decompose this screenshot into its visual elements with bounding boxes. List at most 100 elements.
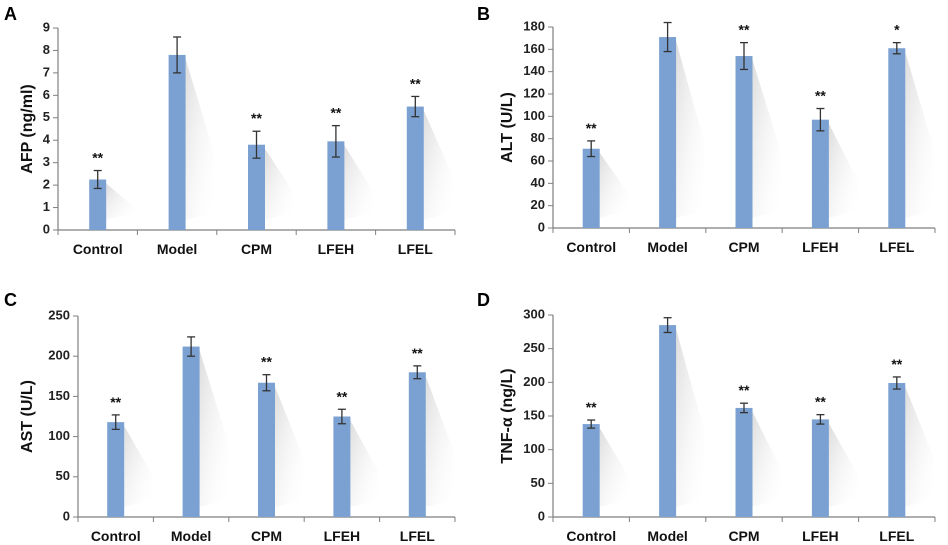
bar-shadow: [828, 423, 859, 507]
bar-shadow: [106, 183, 137, 220]
bar-shadow: [752, 411, 783, 507]
bar-shadow: [828, 123, 859, 218]
bar-lfel: [406, 106, 424, 230]
y-tick-label: 150: [523, 407, 545, 422]
significance-marker: **: [739, 382, 750, 398]
y-tick-label: 8: [43, 42, 50, 57]
y-tick-label: 4: [43, 132, 51, 147]
y-tick-label: 7: [43, 64, 50, 79]
category-label: LFEL: [398, 241, 433, 257]
bar-lfeh: [811, 419, 829, 517]
category-label: CPM: [728, 528, 759, 544]
y-tick-label: 180: [523, 18, 545, 33]
y-tick-label: 50: [531, 475, 545, 490]
bar-control: [582, 424, 600, 517]
significance-marker: **: [330, 105, 341, 121]
bar-shadow: [350, 420, 381, 507]
bar-shadow: [905, 52, 936, 218]
y-tick-label: 0: [538, 219, 545, 234]
significance-marker: **: [261, 354, 272, 370]
category-label: Model: [171, 528, 211, 544]
y-tick-label: 9: [43, 19, 50, 34]
bar-shadow: [124, 426, 155, 507]
y-tick-label: 0: [538, 508, 545, 523]
category-label: Control: [566, 528, 616, 544]
y-axis-label: ALT (U/L): [499, 92, 516, 163]
y-tick-label: 40: [531, 175, 545, 190]
bar-lfel: [888, 48, 906, 228]
significance-marker: **: [110, 394, 121, 410]
significance-marker: **: [251, 110, 262, 126]
significance-marker: **: [92, 150, 103, 166]
bar-shadow: [599, 428, 630, 507]
significance-marker: **: [336, 388, 347, 404]
significance-marker: **: [815, 394, 826, 410]
bar-lfel: [888, 383, 906, 517]
y-tick-label: 150: [48, 388, 70, 403]
significance-marker: **: [815, 88, 826, 104]
category-label: LFEH: [324, 528, 361, 544]
significance-marker: **: [410, 75, 421, 91]
panel-letter: C: [4, 290, 17, 310]
y-tick-label: 200: [523, 374, 545, 389]
bar-shadow: [752, 60, 783, 219]
bar-lfel: [408, 372, 426, 517]
bar-shadow: [344, 145, 375, 220]
y-tick-label: 100: [48, 428, 70, 443]
y-tick-label: 6: [43, 87, 50, 102]
y-tick-label: 250: [48, 307, 70, 322]
category-label: CPM: [251, 528, 282, 544]
y-tick-label: 140: [523, 63, 545, 78]
significance-marker: **: [739, 22, 750, 38]
category-label: Control: [91, 528, 141, 544]
significance-marker: *: [894, 22, 900, 38]
chart-panel-c: C 0 50 100 150 200 250 AST (U/L) ** Control Model *…: [4, 290, 456, 544]
panel-letter: A: [4, 4, 17, 24]
bar-shadow: [599, 152, 630, 218]
panel-letter: B: [477, 4, 490, 24]
category-label: LFEH: [802, 528, 839, 544]
bar-cpm: [735, 407, 753, 517]
y-tick-label: 2: [43, 177, 50, 192]
significance-marker: **: [412, 345, 423, 361]
bar-model: [659, 37, 677, 228]
bar-shadow: [423, 110, 454, 220]
category-label: LFEH: [802, 239, 839, 255]
y-tick-label: 80: [531, 130, 545, 145]
bar-lfeh: [811, 119, 829, 228]
bar-shadow: [905, 387, 936, 507]
category-label: CPM: [728, 239, 759, 255]
bar-model: [659, 325, 677, 517]
bar-shadow: [199, 350, 230, 507]
y-tick-label: 50: [56, 468, 70, 483]
bar-model: [182, 346, 200, 517]
bar-control: [89, 179, 107, 230]
y-tick-label: 160: [523, 41, 545, 56]
category-label: Model: [157, 241, 197, 257]
y-axis-label: AST (U/L): [19, 380, 36, 453]
y-tick-label: 0: [43, 221, 50, 236]
bar-shadow: [676, 329, 707, 507]
y-tick-label: 200: [48, 348, 70, 363]
bar-shadow: [275, 386, 305, 507]
category-label: LFEL: [400, 528, 435, 544]
panel-letter: D: [477, 290, 490, 310]
chart-panel-a: A 0 1 2 3 4 5 6 7 8 9 AFP (ng/ml) ** Control Model ** CP…: [4, 4, 456, 257]
y-tick-label: 100: [523, 108, 545, 123]
y-axis-label: TNF-α (ng/L): [499, 368, 516, 463]
bar-control: [107, 422, 125, 517]
bar-control: [582, 148, 600, 228]
bar-lfeh: [327, 141, 345, 230]
category-label: LFEL: [879, 528, 914, 544]
bar-shadow: [185, 58, 216, 220]
bar-model: [168, 54, 186, 230]
significance-marker: **: [586, 399, 597, 415]
bar-cpm: [248, 144, 265, 230]
y-tick-label: 3: [43, 154, 50, 169]
significance-marker: **: [891, 356, 902, 372]
y-tick-label: 120: [523, 85, 545, 100]
bar-shadow: [425, 376, 456, 507]
category-label: Model: [647, 239, 687, 255]
y-tick-label: 300: [523, 306, 545, 321]
